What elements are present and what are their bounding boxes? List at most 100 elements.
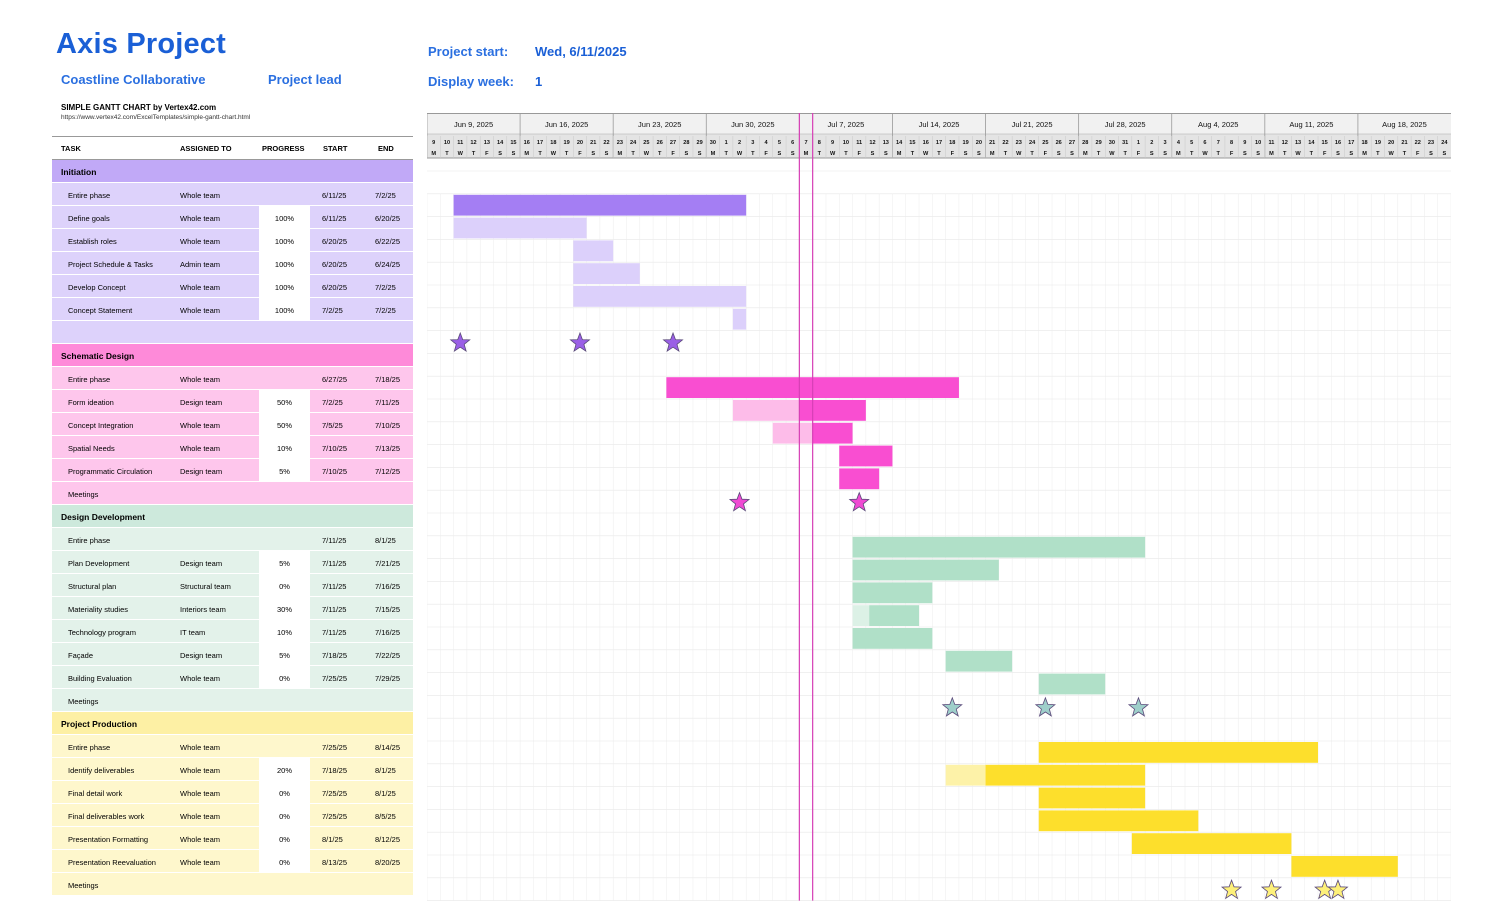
task-bar-done[interactable]	[772, 422, 813, 444]
company-name[interactable]: Coastline Collaborative	[61, 72, 206, 87]
progress-cell[interactable]: 5%	[259, 643, 310, 665]
task-row[interactable]: 10% Technology program IT team 7/11/25 7/16/…	[52, 620, 413, 643]
task-row[interactable]: Meetings	[52, 873, 413, 896]
project-lead[interactable]: Project lead	[268, 72, 342, 87]
task-row[interactable]: 0% Presentation Formatting Whole team 8/1/2…	[52, 827, 413, 850]
task-row[interactable]: 5% Plan Development Design team 7/11/25 7/21…	[52, 551, 413, 574]
progress-cell[interactable]: 100%	[259, 229, 310, 251]
task-bar[interactable]	[839, 468, 880, 490]
task-bar[interactable]	[1291, 856, 1398, 877]
task-row[interactable]: 100% Define goals Whole team 6/11/25 6/20/25	[52, 206, 413, 229]
task-row[interactable]: 100% Establish roles Whole team 6/20/25 6/22…	[52, 229, 413, 252]
progress-cell[interactable]: 10%	[259, 620, 310, 642]
progress-cell[interactable]: 10%	[259, 436, 310, 458]
progress-cell[interactable]: 50%	[259, 413, 310, 435]
task-bar[interactable]	[573, 286, 747, 307]
meeting-star-icon[interactable]	[449, 331, 471, 353]
progress-cell[interactable]: 20%	[259, 758, 310, 780]
progress-cell[interactable]: 5%	[259, 459, 310, 481]
task-bar-done[interactable]	[852, 605, 870, 626]
meeting-star-icon[interactable]	[1127, 696, 1150, 717]
task-bar[interactable]	[1038, 810, 1199, 832]
task-row[interactable]: Entire phase 7/11/25 8/1/25	[52, 528, 413, 551]
task-row[interactable]: Meetings	[52, 689, 413, 712]
task-bar[interactable]	[1038, 673, 1106, 695]
task-progress: 20%	[276, 766, 292, 775]
day-number: 5	[1190, 140, 1193, 146]
task-row[interactable]: Entire phase Whole team 6/11/25 7/2/25	[52, 183, 413, 206]
task-row[interactable]: 0% Building Evaluation Whole team 7/25/25 7/…	[52, 666, 413, 689]
task-row[interactable]: 100% Develop Concept Whole team 6/20/25 7/2/…	[52, 275, 413, 298]
task-row[interactable]: 100% Project Schedule & Tasks Admin team 6/…	[52, 252, 413, 275]
task-bar-done[interactable]	[945, 764, 986, 786]
progress-cell[interactable]: 30%	[259, 597, 310, 619]
day-letter: F	[1323, 151, 1327, 157]
phase-bar[interactable]	[453, 194, 747, 216]
task-bar[interactable]	[799, 400, 866, 421]
task-row[interactable]: 30% Materiality studies Interiors team 7/11…	[52, 597, 413, 620]
day-number: 19	[1375, 140, 1381, 146]
day-letter: S	[884, 151, 888, 157]
task-bar[interactable]	[732, 308, 747, 330]
task-row[interactable]: Meetings	[52, 482, 413, 505]
progress-cell[interactable]: 0%	[259, 804, 310, 826]
task-bar[interactable]	[573, 240, 614, 262]
progress-cell[interactable]: 100%	[259, 252, 310, 274]
task-row[interactable]: 100% Concept Statement Whole team 7/2/25 7/2…	[52, 298, 413, 321]
meeting-star-icon[interactable]	[1034, 696, 1056, 717]
task-bar[interactable]	[1038, 787, 1146, 809]
task-row[interactable]: Entire phase Whole team 6/27/25 7/18/25	[52, 367, 413, 390]
meeting-star-icon[interactable]	[662, 331, 684, 353]
task-bar[interactable]	[852, 582, 933, 604]
task-bar[interactable]	[852, 628, 933, 649]
meeting-star-icon[interactable]	[569, 331, 591, 353]
progress-cell[interactable]: 100%	[259, 298, 310, 320]
task-bar[interactable]	[453, 217, 587, 239]
task-row[interactable]: 0% Final deliverables work Whole team 7/25/…	[52, 804, 413, 827]
task-row[interactable]: 50% Concept Integration Whole team 7/5/25 7/…	[52, 413, 413, 436]
day-letter: W	[923, 151, 929, 157]
task-row[interactable]: 0% Presentation Reevaluation Whole team 8/1…	[52, 850, 413, 873]
progress-cell[interactable]: 100%	[259, 275, 310, 297]
task-row[interactable]: 20% Identify deliverables Whole team 7/18/2…	[52, 758, 413, 781]
task-bar[interactable]	[1131, 833, 1292, 854]
task-row[interactable]: 5% Programmatic Circulation Design team 7/1…	[52, 459, 413, 482]
task-assigned: Whole team	[180, 375, 221, 384]
progress-cell[interactable]: 0%	[259, 850, 310, 872]
task-row[interactable]	[52, 321, 413, 344]
progress-cell[interactable]: 0%	[259, 574, 310, 596]
day-letter: S	[1256, 151, 1260, 157]
progress-cell[interactable]: 100%	[259, 206, 310, 228]
progress-cell[interactable]: 0%	[259, 827, 310, 849]
meeting-star-icon[interactable]	[1327, 879, 1349, 900]
meeting-star-icon[interactable]	[941, 696, 963, 717]
task-bar[interactable]	[945, 650, 1013, 672]
task-row[interactable]: 50% Form ideation Design team 7/2/25 7/11/25	[52, 390, 413, 413]
task-bar[interactable]	[839, 445, 893, 467]
task-row[interactable]: 5% Façade Design team 7/18/25 7/22/25	[52, 643, 413, 666]
phase-bar[interactable]	[1038, 742, 1319, 763]
progress-cell[interactable]: 0%	[259, 666, 310, 688]
display-week-value[interactable]: 1	[535, 74, 543, 89]
template-link[interactable]: https://www.vertex42.com/ExcelTemplates/…	[61, 114, 251, 121]
task-row[interactable]: 0% Final detail work Whole team 7/25/25 8/1/…	[52, 781, 413, 804]
progress-cell[interactable]: 50%	[259, 390, 310, 412]
task-bar[interactable]	[869, 605, 920, 626]
phase-bar[interactable]	[852, 536, 1146, 558]
meeting-star-icon[interactable]	[1220, 879, 1243, 900]
task-row[interactable]: 10% Spatial Needs Whole team 7/10/25 7/13/25	[52, 436, 413, 459]
task-bar[interactable]	[812, 422, 853, 444]
task-row[interactable]: Entire phase Whole team 7/25/25 8/14/25	[52, 735, 413, 758]
meeting-star-icon[interactable]	[848, 491, 870, 512]
task-bar[interactable]	[985, 764, 1146, 786]
project-start-value[interactable]: Wed, 6/11/2025	[535, 44, 627, 59]
meeting-star-icon[interactable]	[728, 491, 751, 512]
task-row[interactable]: 0% Structural plan Structural team 7/11/25 7…	[52, 574, 413, 597]
meeting-star-icon[interactable]	[1260, 879, 1283, 900]
task-name: Concept Statement	[68, 306, 133, 315]
progress-cell[interactable]: 0%	[259, 781, 310, 803]
task-bar-done[interactable]	[732, 400, 800, 421]
progress-cell[interactable]: 5%	[259, 551, 310, 573]
task-bar[interactable]	[573, 263, 640, 284]
task-bar[interactable]	[852, 559, 999, 581]
